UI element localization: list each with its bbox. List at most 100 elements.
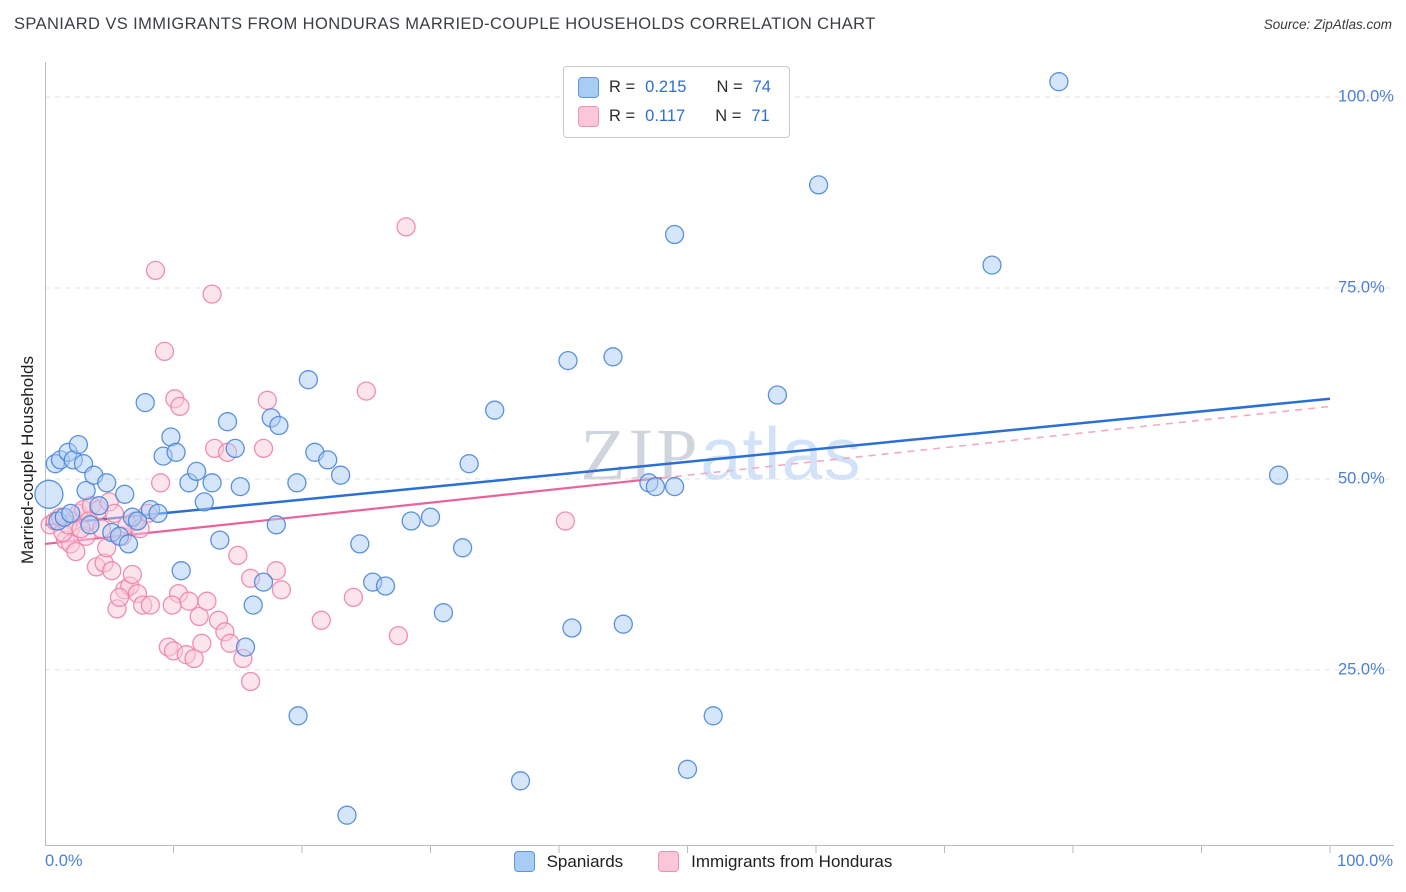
y-tick-label-50: 50.0% — [1338, 469, 1385, 488]
spaniards-scatter-point — [1049, 72, 1069, 92]
spaniards-scatter-point — [80, 515, 100, 535]
honduras-scatter-point — [228, 545, 248, 566]
spaniards-scatter-point — [703, 706, 723, 726]
x-axis-min-label: 0.0% — [45, 852, 83, 870]
spaniards-scatter-point — [982, 255, 1002, 275]
y-tick-label-75: 75.0% — [1338, 278, 1385, 297]
spaniards-scatter-point — [166, 442, 186, 462]
honduras-scatter-point — [192, 633, 212, 653]
honduras-scatter-point — [162, 595, 182, 615]
honduras-scatter-point — [184, 648, 204, 669]
spaniards-scatter-point — [645, 476, 666, 497]
honduras-trend-line-extension — [661, 405, 1331, 479]
y-axis-label: Married-couple Households — [18, 356, 37, 564]
spaniards-scatter-point — [243, 595, 263, 615]
spaniards-scatter-point — [1268, 465, 1289, 485]
legend-item-honduras: Immigrants from Honduras — [658, 851, 892, 872]
spaniards-scatter-point — [433, 603, 454, 623]
n-value: 71 — [751, 107, 770, 125]
spaniards-scatter-point — [118, 534, 139, 554]
spaniards-scatter-point — [61, 503, 81, 524]
spaniards-scatter-point — [210, 530, 230, 550]
legend-item-spaniards: Spaniards — [513, 851, 623, 872]
spaniards-scatter-point — [603, 347, 623, 367]
honduras-swatch-icon — [578, 106, 599, 127]
honduras-scatter-point — [140, 595, 161, 615]
honduras-scatter-point — [104, 503, 125, 524]
honduras-scatter-point — [189, 606, 209, 627]
honduras-scatter-point — [343, 587, 364, 608]
honduras-scatter-point — [170, 396, 190, 417]
spaniards-scatter-point — [677, 759, 698, 779]
spaniards-scatter-point — [269, 415, 289, 436]
spaniards-scatter-point — [459, 454, 479, 474]
honduras-scatter-point — [150, 473, 171, 493]
spaniards-scatter-point — [34, 479, 64, 509]
spaniards-scatter-point — [337, 805, 357, 825]
n-value: 74 — [752, 78, 771, 96]
spaniards-scatter-point — [230, 476, 250, 497]
spaniards-scatter-point — [330, 465, 351, 485]
legend-label-honduras: Immigrants from Honduras — [691, 851, 893, 871]
spaniards-scatter-point — [127, 511, 148, 531]
x-axis-max-label: 100.0% — [1337, 852, 1393, 870]
honduras-scatter-point — [266, 561, 286, 581]
honduras-scatter-point — [102, 561, 122, 581]
honduras-scatter-point — [388, 625, 409, 646]
spaniards-swatch-icon — [513, 851, 535, 872]
spaniards-scatter-point — [767, 385, 788, 405]
spaniards-scatter-point — [350, 534, 370, 554]
n-label: N = — [716, 78, 743, 96]
honduras-scatter-point — [122, 564, 143, 585]
honduras-scatter-point — [356, 381, 376, 401]
spaniards-swatch-icon — [578, 77, 599, 98]
spaniards-scatter-point — [202, 473, 222, 493]
y-tick-label-100: 100.0% — [1338, 87, 1394, 106]
spaniards-scatter-point — [808, 175, 829, 195]
honduras-scatter-point — [109, 587, 130, 608]
spaniards-scatter-point — [375, 576, 396, 596]
honduras-scatter-point — [179, 591, 199, 611]
spaniards-scatter-point — [135, 392, 155, 413]
spaniards-scatter-point — [485, 400, 505, 420]
bottom-legend: Spaniards Immigrants from Honduras — [0, 851, 1406, 872]
honduras-scatter-point — [555, 511, 576, 531]
honduras-scatter-point — [145, 260, 166, 281]
spaniards-scatter-point — [68, 434, 89, 455]
honduras-scatter-point — [257, 390, 277, 410]
spaniards-scatter-point — [194, 492, 214, 512]
y-tick-label-25: 25.0% — [1338, 660, 1385, 679]
spaniards-scatter-point — [318, 450, 338, 470]
r-label: R = — [609, 78, 636, 96]
legend-row-honduras: R = 0.117 N = 71 — [578, 106, 771, 127]
spaniards-scatter-point — [452, 538, 473, 558]
spaniards-scatter-point — [287, 473, 307, 493]
spaniards-scatter-point — [613, 614, 633, 634]
spaniards-scatter-point — [253, 572, 274, 592]
r-label: R = — [609, 107, 636, 125]
spaniards-scatter-point — [225, 438, 245, 459]
source-attribution: Source: ZipAtlas.com — [1263, 17, 1392, 32]
honduras-scatter-point — [240, 671, 261, 692]
honduras-scatter-point — [271, 580, 292, 600]
honduras-scatter-point — [396, 217, 416, 237]
r-value: 0.117 — [645, 107, 686, 125]
honduras-scatter-point — [197, 591, 217, 611]
honduras-scatter-point — [311, 610, 331, 630]
spaniards-scatter-point — [288, 706, 308, 726]
honduras-scatter-point — [66, 541, 86, 562]
spaniards-scatter-point — [235, 637, 256, 657]
spaniards-scatter-point — [186, 461, 207, 482]
honduras-swatch-icon — [658, 851, 680, 872]
spaniards-scatter-point — [298, 370, 319, 390]
spaniards-scatter-point — [510, 771, 531, 791]
n-label: N = — [715, 107, 742, 125]
spaniards-scatter-point — [420, 507, 441, 527]
honduras-scatter-point — [154, 341, 175, 362]
spaniards-scatter-point — [76, 480, 96, 501]
spaniards-scatter-point — [266, 515, 286, 535]
spaniards-scatter-point — [217, 412, 238, 432]
spaniards-scatter-point — [89, 496, 109, 516]
spaniards-scatter-point — [664, 224, 685, 245]
